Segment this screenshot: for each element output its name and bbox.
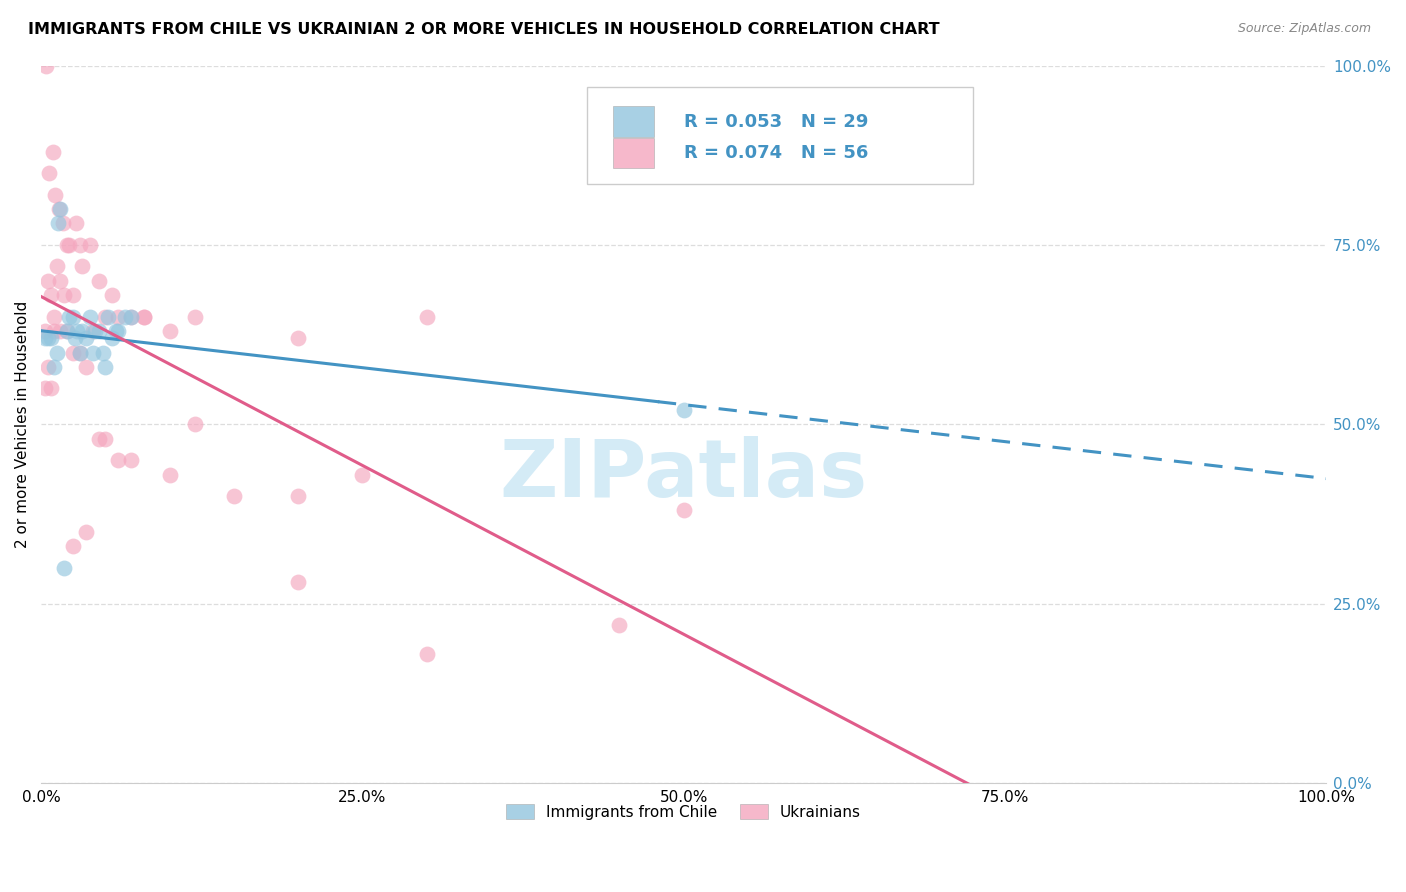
Point	[62, 310, 84, 324]
Point	[82, 345, 104, 359]
Point	[53, 561, 76, 575]
Point	[82, 324, 104, 338]
Point	[415, 310, 437, 324]
Text: Source: ZipAtlas.com: Source: ZipAtlas.com	[1237, 22, 1371, 36]
Point	[184, 310, 207, 324]
Point	[37, 359, 59, 374]
Point	[49, 274, 72, 288]
Point	[75, 524, 97, 539]
FancyBboxPatch shape	[613, 106, 654, 136]
Point	[69, 345, 91, 359]
Point	[34, 324, 56, 338]
Point	[58, 310, 80, 324]
Point	[69, 238, 91, 252]
Point	[42, 310, 65, 324]
Point	[34, 331, 56, 345]
Point	[38, 166, 60, 180]
Point	[101, 288, 124, 302]
Point	[53, 288, 76, 302]
Point	[56, 324, 79, 338]
Point	[41, 288, 63, 302]
Point	[49, 324, 72, 338]
Point	[107, 453, 129, 467]
FancyBboxPatch shape	[613, 138, 654, 169]
Point	[49, 202, 72, 216]
Point	[75, 331, 97, 345]
Point	[94, 432, 117, 446]
Point	[42, 359, 65, 374]
Point	[94, 359, 117, 374]
Point	[45, 345, 67, 359]
Point	[70, 324, 93, 338]
Point	[69, 345, 91, 359]
Point	[120, 310, 142, 324]
FancyBboxPatch shape	[588, 87, 973, 184]
Text: R = 0.053   N = 29: R = 0.053 N = 29	[683, 112, 868, 130]
Point	[672, 403, 695, 417]
Point	[58, 238, 80, 252]
Text: ZIPatlas: ZIPatlas	[499, 435, 868, 514]
Point	[66, 324, 89, 338]
Point	[87, 274, 110, 288]
Point	[37, 274, 59, 288]
Point	[114, 310, 136, 324]
Point	[42, 324, 65, 338]
Point	[35, 59, 58, 73]
Point	[34, 381, 56, 395]
Point	[45, 260, 67, 274]
Point	[159, 467, 181, 482]
Point	[87, 324, 110, 338]
Point	[75, 359, 97, 374]
Point	[184, 417, 207, 432]
Point	[287, 489, 309, 503]
Point	[107, 310, 129, 324]
Point	[97, 310, 120, 324]
Point	[159, 324, 181, 338]
Point	[70, 260, 93, 274]
Point	[94, 310, 117, 324]
Point	[132, 310, 155, 324]
Point	[63, 331, 86, 345]
Point	[37, 331, 59, 345]
Point	[65, 216, 87, 230]
Point	[352, 467, 374, 482]
Text: R = 0.074   N = 56: R = 0.074 N = 56	[683, 145, 868, 162]
Point	[44, 187, 66, 202]
Point	[41, 331, 63, 345]
Point	[222, 489, 245, 503]
Point	[104, 324, 127, 338]
Point	[120, 310, 142, 324]
Point	[287, 575, 309, 590]
Point	[132, 310, 155, 324]
Point	[46, 216, 69, 230]
Point	[287, 331, 309, 345]
Point	[87, 432, 110, 446]
Point	[62, 345, 84, 359]
Point	[79, 238, 101, 252]
Point	[56, 324, 79, 338]
Point	[107, 324, 129, 338]
Point	[56, 238, 79, 252]
Point	[79, 310, 101, 324]
Point	[415, 647, 437, 661]
Point	[607, 618, 630, 632]
Point	[62, 288, 84, 302]
Text: IMMIGRANTS FROM CHILE VS UKRAINIAN 2 OR MORE VEHICLES IN HOUSEHOLD CORRELATION C: IMMIGRANTS FROM CHILE VS UKRAINIAN 2 OR …	[28, 22, 939, 37]
Point	[41, 381, 63, 395]
Y-axis label: 2 or more Vehicles in Household: 2 or more Vehicles in Household	[15, 301, 30, 548]
Point	[101, 331, 124, 345]
Point	[48, 202, 70, 216]
Point	[84, 324, 107, 338]
Point	[91, 345, 114, 359]
Point	[62, 539, 84, 553]
Point	[52, 216, 75, 230]
Legend: Immigrants from Chile, Ukrainians: Immigrants from Chile, Ukrainians	[501, 797, 868, 826]
Point	[672, 503, 695, 517]
Point	[120, 453, 142, 467]
Point	[41, 145, 63, 159]
